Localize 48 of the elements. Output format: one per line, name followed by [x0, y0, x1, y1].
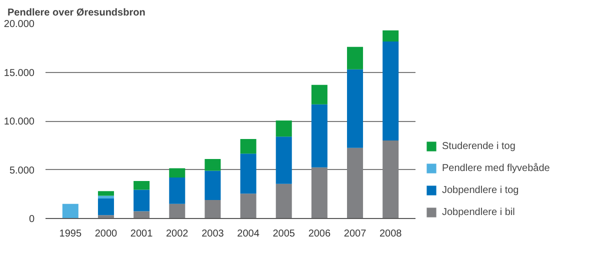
legend-label: Pendlere med flyvebåde	[442, 162, 550, 174]
x-tick-label: 1995	[59, 228, 82, 240]
bar	[347, 69, 364, 148]
bar	[204, 200, 221, 218]
y-tick-label: 10.000	[4, 116, 35, 128]
y-tick-label: 15.000	[4, 68, 35, 79]
x-tick-label: 2002	[166, 228, 189, 240]
bar	[240, 194, 256, 218]
bar	[240, 139, 256, 154]
bar	[98, 191, 114, 196]
bar	[204, 159, 221, 171]
legend-label: Studerende i tog	[442, 140, 516, 152]
x-tick-label: 2006	[308, 228, 332, 240]
bar	[169, 204, 186, 218]
bar	[98, 196, 114, 199]
legend-label: Jobpendlere i bil	[442, 206, 515, 218]
bar	[134, 211, 150, 218]
bar	[311, 167, 328, 218]
bar	[347, 46, 364, 70]
bar	[62, 204, 78, 218]
bar	[134, 180, 150, 190]
bar	[276, 120, 292, 137]
bar	[311, 104, 328, 168]
x-tick-label: 2003	[202, 228, 224, 240]
y-tick-label: 0	[28, 214, 35, 225]
bar	[382, 42, 399, 140]
bar	[134, 190, 150, 212]
bar	[311, 84, 328, 104]
x-tick-label: 2000	[94, 228, 118, 240]
bar	[382, 140, 399, 218]
bar	[98, 198, 114, 216]
bar	[276, 184, 292, 218]
bar	[240, 154, 256, 194]
chart-title: Pendlere over Øresundsbron	[8, 8, 146, 18]
y-tick-label: 5.000	[9, 165, 35, 176]
x-tick-label: 2008	[379, 228, 402, 240]
x-tick-label: 2007	[344, 228, 367, 240]
bar	[204, 170, 221, 200]
bar	[347, 148, 364, 218]
x-tick-label: 2001	[130, 228, 154, 240]
legend-label: Jobpendlere i tog	[442, 184, 519, 196]
y-tick-label: 20.000	[4, 19, 35, 30]
bar	[276, 136, 292, 184]
bar	[169, 168, 186, 178]
bar	[382, 30, 399, 42]
bar	[169, 178, 186, 204]
x-tick-label: 2004	[237, 228, 260, 240]
x-tick-label: 2005	[272, 228, 296, 240]
